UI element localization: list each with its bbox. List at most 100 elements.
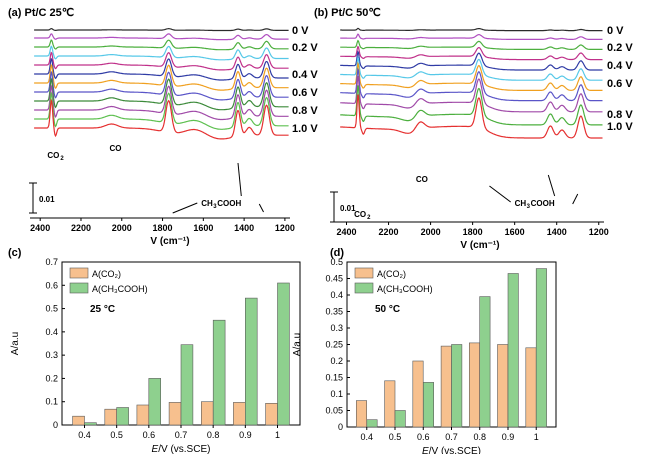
x-axis-label-e: E [422,446,429,454]
legend-swatch [69,267,89,279]
y-tick-label: 0.5 [330,257,343,267]
y-tick-label: 0.7 [45,257,58,267]
x-tick-label: 2000 [112,223,132,233]
spectrum-label-4: 0.4 V [607,60,633,72]
x-tick-label: 0.7 [175,430,188,440]
bar-co2 [412,360,424,428]
spectrum-label-7: 0.6 V [292,87,318,99]
x-axis-label: V (cm⁻¹) [150,236,189,247]
y-tick-label: 0.2 [330,356,343,366]
acetic-label-sub: 3 [213,204,217,210]
x-tick-label: 2200 [71,223,91,233]
acetic-arrow [547,174,556,197]
bar-acetic [84,422,97,426]
bar-acetic [451,344,463,428]
y-tick-label: 0.1 [330,389,343,399]
acetic-label-sub: 3 [527,204,531,210]
legend-swatch [354,282,374,294]
bar-acetic [479,296,491,428]
bar-co2 [201,401,214,426]
spectrum-line-2 [34,39,289,51]
y-axis-label: A/a.u [292,333,303,356]
spectrum-line-7 [340,67,603,102]
bar-co2 [497,344,509,428]
acetic-arrow [258,203,264,213]
bar-acetic [422,382,434,428]
acetic-label-cooh: COOH [217,199,241,208]
x-tick-label: 0.5 [110,430,123,440]
legend-label: A(CH₃COOH) [377,284,433,294]
spectrum-label-11: 1.0 V [292,123,318,135]
spectrum-label-5: 0.4 V [292,69,318,81]
bar-co2 [168,402,182,426]
panel-label: (c) [8,247,22,259]
spectrum-label-0: 0 V [292,25,309,37]
co-peak-label: CO [110,144,122,153]
bar-co2 [355,400,367,428]
spectrum-line-3 [34,45,289,61]
bar-panel-c: 0 0.1 0.2 0.3 0.4 0.5 0.6 0.7 0.4 0.5 0.6 0.7 0.8 0.9… [8,247,301,454]
y-tick-label: 0.1 [45,397,58,407]
bar-acetic [507,273,519,428]
y-tick-label: 0.4 [330,290,343,300]
x-axis-label: V (cm⁻¹) [460,240,499,251]
x-tick-label: 1600 [505,227,525,237]
spectrum-line-4 [340,50,603,71]
panel-label: (d) [330,247,344,259]
x-tick-label: 1600 [193,223,213,233]
scale-bar-label: 0.01 [39,195,55,204]
x-tick-label: 1400 [547,227,567,237]
spectrum-line-6 [34,63,289,91]
legend-swatch [69,282,89,294]
x-tick-label: 1400 [234,223,254,233]
bar-acetic [212,319,226,426]
x-tick-label: 2200 [379,227,399,237]
spectrum-label-9: 0.8 V [292,105,318,117]
co2-peak-subscript: 2 [60,156,64,162]
x-tick-label: 1 [534,432,539,442]
spectrum-line-0 [34,27,289,32]
bar-acetic [366,419,378,428]
x-tick-label: 0.9 [239,430,252,440]
y-tick-label: 0.4 [45,327,58,337]
x-tick-label: 1800 [153,223,173,233]
spectrum-line-9 [34,84,289,121]
bar-acetic [394,410,406,428]
x-tick-label: 2000 [421,227,441,237]
bar-co2 [72,415,85,426]
spectrum-label-0: 0 V [607,25,624,37]
co2-peak-subscript: 2 [367,215,371,221]
spectrum-line-8 [340,75,603,113]
spectrum-line-1 [340,33,603,40]
x-axis-label-e: E [152,444,159,454]
y-tick-label: 0.5 [45,304,58,314]
spectrum-line-10 [340,94,603,139]
co2-peak-label: CO [47,151,59,160]
bar-acetic [245,297,258,426]
y-tick-label: 0.05 [325,406,343,416]
bar-panel-d: 0 0.05 0.1 0.15 0.2 0.25 0.3 0.35 0.4 0.45 0.5 0.4 0… [292,247,557,454]
temperature-annotation: 50 °C [375,304,400,315]
x-tick-label: 0.5 [389,432,402,442]
x-tick-label: 0.8 [207,430,220,440]
bar-co2 [233,402,246,426]
bar-acetic [180,344,194,426]
acetic-arrow [237,162,242,197]
x-tick-label: 0.4 [361,432,374,442]
x-axis-label: E/V (vs.SCE) [152,444,211,454]
bar-acetic [535,268,547,428]
legend-swatch [354,267,374,279]
x-axis-label-rest: /V (vs.SCE) [429,446,481,454]
spectra-panel-a: 0 V 0.2 V 0.4 V 0.6 V 0.8 V 1.0 V 2400 2200 2000… [8,7,318,247]
x-tick-label: 1200 [275,223,295,233]
x-tick-label: 0.9 [502,432,515,442]
x-tick-label: 1800 [463,227,483,237]
spectrum-line-4 [34,51,289,71]
legend-label: A(CO₂) [92,269,121,279]
spectrum-label-2: 0.2 V [607,42,633,54]
co-peak-label: CO [416,175,428,184]
y-tick-label: 0.2 [45,373,58,383]
scale-bar-label: 0.01 [340,204,356,213]
spectrum-line-1 [34,33,289,41]
bar-acetic [148,378,162,426]
